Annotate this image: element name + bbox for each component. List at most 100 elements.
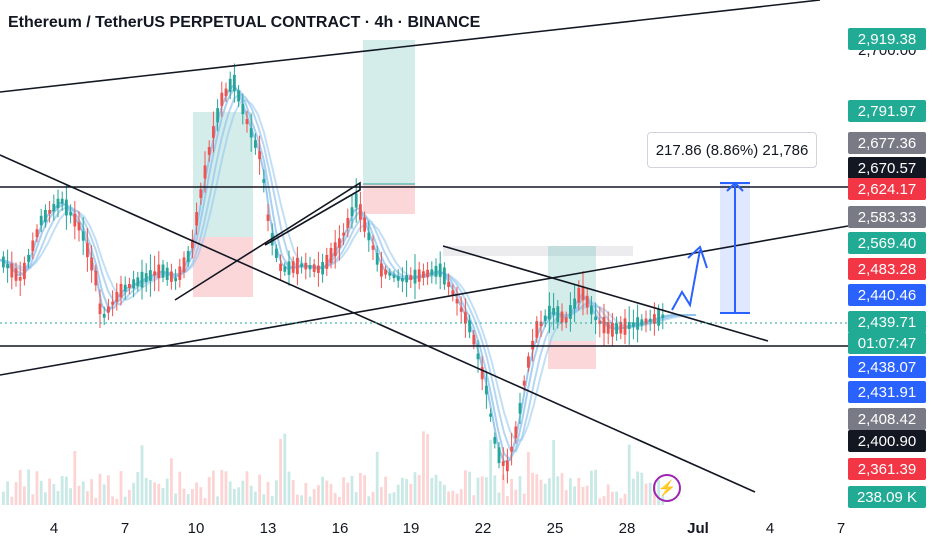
volume-bar [132,482,135,505]
volume-bar [35,471,39,505]
candle-body [623,318,627,335]
long-position-stop-zone [193,237,253,297]
candle-body [615,323,618,335]
candle-body [65,199,68,216]
candle-body [69,212,72,216]
volume-bar [531,472,534,505]
candle-body [388,272,392,276]
volume-bar [493,475,497,505]
volume-bar [186,494,190,505]
volume-bar [632,478,635,505]
volume-bar [615,491,618,505]
candle-body [350,207,354,217]
volume-bar [640,472,644,505]
volume-bar [157,483,161,505]
price-label: 2,361.39 [848,458,926,480]
candle-body [422,271,425,278]
candle-body [10,263,14,278]
volume-bar [501,474,505,505]
candle-body [590,305,593,315]
trend-lines [0,0,849,493]
volume-bar [392,492,396,505]
volume-bar [375,451,379,505]
volume-bar [23,486,26,505]
price-label: 2,440.46 [848,284,926,306]
volume-bar [422,431,425,505]
volume-bar [14,482,18,505]
volume-bar [405,479,408,505]
candle-body [485,385,488,395]
volume-bar [308,496,312,505]
candle-body [405,275,408,283]
candle-body [119,283,123,298]
candle-body [493,437,497,444]
volume-bar [191,489,194,505]
candle-body [216,108,219,123]
volume-bar [459,489,463,505]
volume-bar [94,497,98,505]
candle-body [237,90,240,102]
volume-bar [31,494,35,505]
candle-body [602,316,606,334]
projection-path [671,249,701,311]
volume-bar [199,487,203,505]
candle-body [111,301,114,305]
candle-body [354,193,358,208]
volume-bar [611,491,614,505]
candle-body [413,269,417,284]
volume-bar [119,471,123,505]
x-tick-label: 19 [402,520,420,537]
candle-body [594,316,597,321]
candle-body [249,128,253,138]
volume-bar [56,491,60,505]
volume-bar [581,486,585,505]
candle-body [392,274,396,278]
candle-body [522,380,526,386]
candle-body [98,303,102,315]
candle-body [174,277,177,282]
short-position-stop-zone [363,184,415,214]
volume-bar [548,478,551,505]
volume-bar [228,481,232,505]
volume-bar [207,477,211,505]
volume-bar [636,471,639,505]
candle-body [333,242,337,257]
volume-bar [338,496,341,505]
volume-bar [472,495,476,505]
candle-body [304,262,308,270]
candle-body [468,320,471,333]
volume-bar [216,496,219,505]
candle-body [476,353,480,360]
candle-body [107,306,110,313]
volume-bar [111,496,114,505]
volume-bar [245,471,249,505]
candle-body [501,461,505,466]
volume-bar [48,478,51,505]
volume-bar [380,487,383,505]
candle-body [552,308,555,315]
volume-bar [489,439,492,505]
lightning-alert-icon[interactable]: ⚡ [653,474,681,502]
volume-bar [409,483,413,505]
candle-body [569,305,572,319]
volume-bar [60,476,64,505]
volume-bar [287,471,291,505]
candle-body [329,248,333,264]
candle-body [464,312,467,324]
candle-body [90,257,93,271]
volume-bar [65,476,68,505]
x-tick-label: 7 [836,520,846,537]
candle-body [161,264,165,278]
volume-bar [342,477,345,505]
candle-body [203,165,207,179]
volume-bar [354,492,358,505]
volume-bar [296,494,299,505]
candle-body [245,119,249,125]
candle-body [535,321,539,338]
candle-body [375,252,379,265]
candle-body [417,269,421,282]
price-label: 2,583.33 [848,206,926,228]
wedge-upper-line [442,245,769,342]
candle-body [338,238,341,248]
